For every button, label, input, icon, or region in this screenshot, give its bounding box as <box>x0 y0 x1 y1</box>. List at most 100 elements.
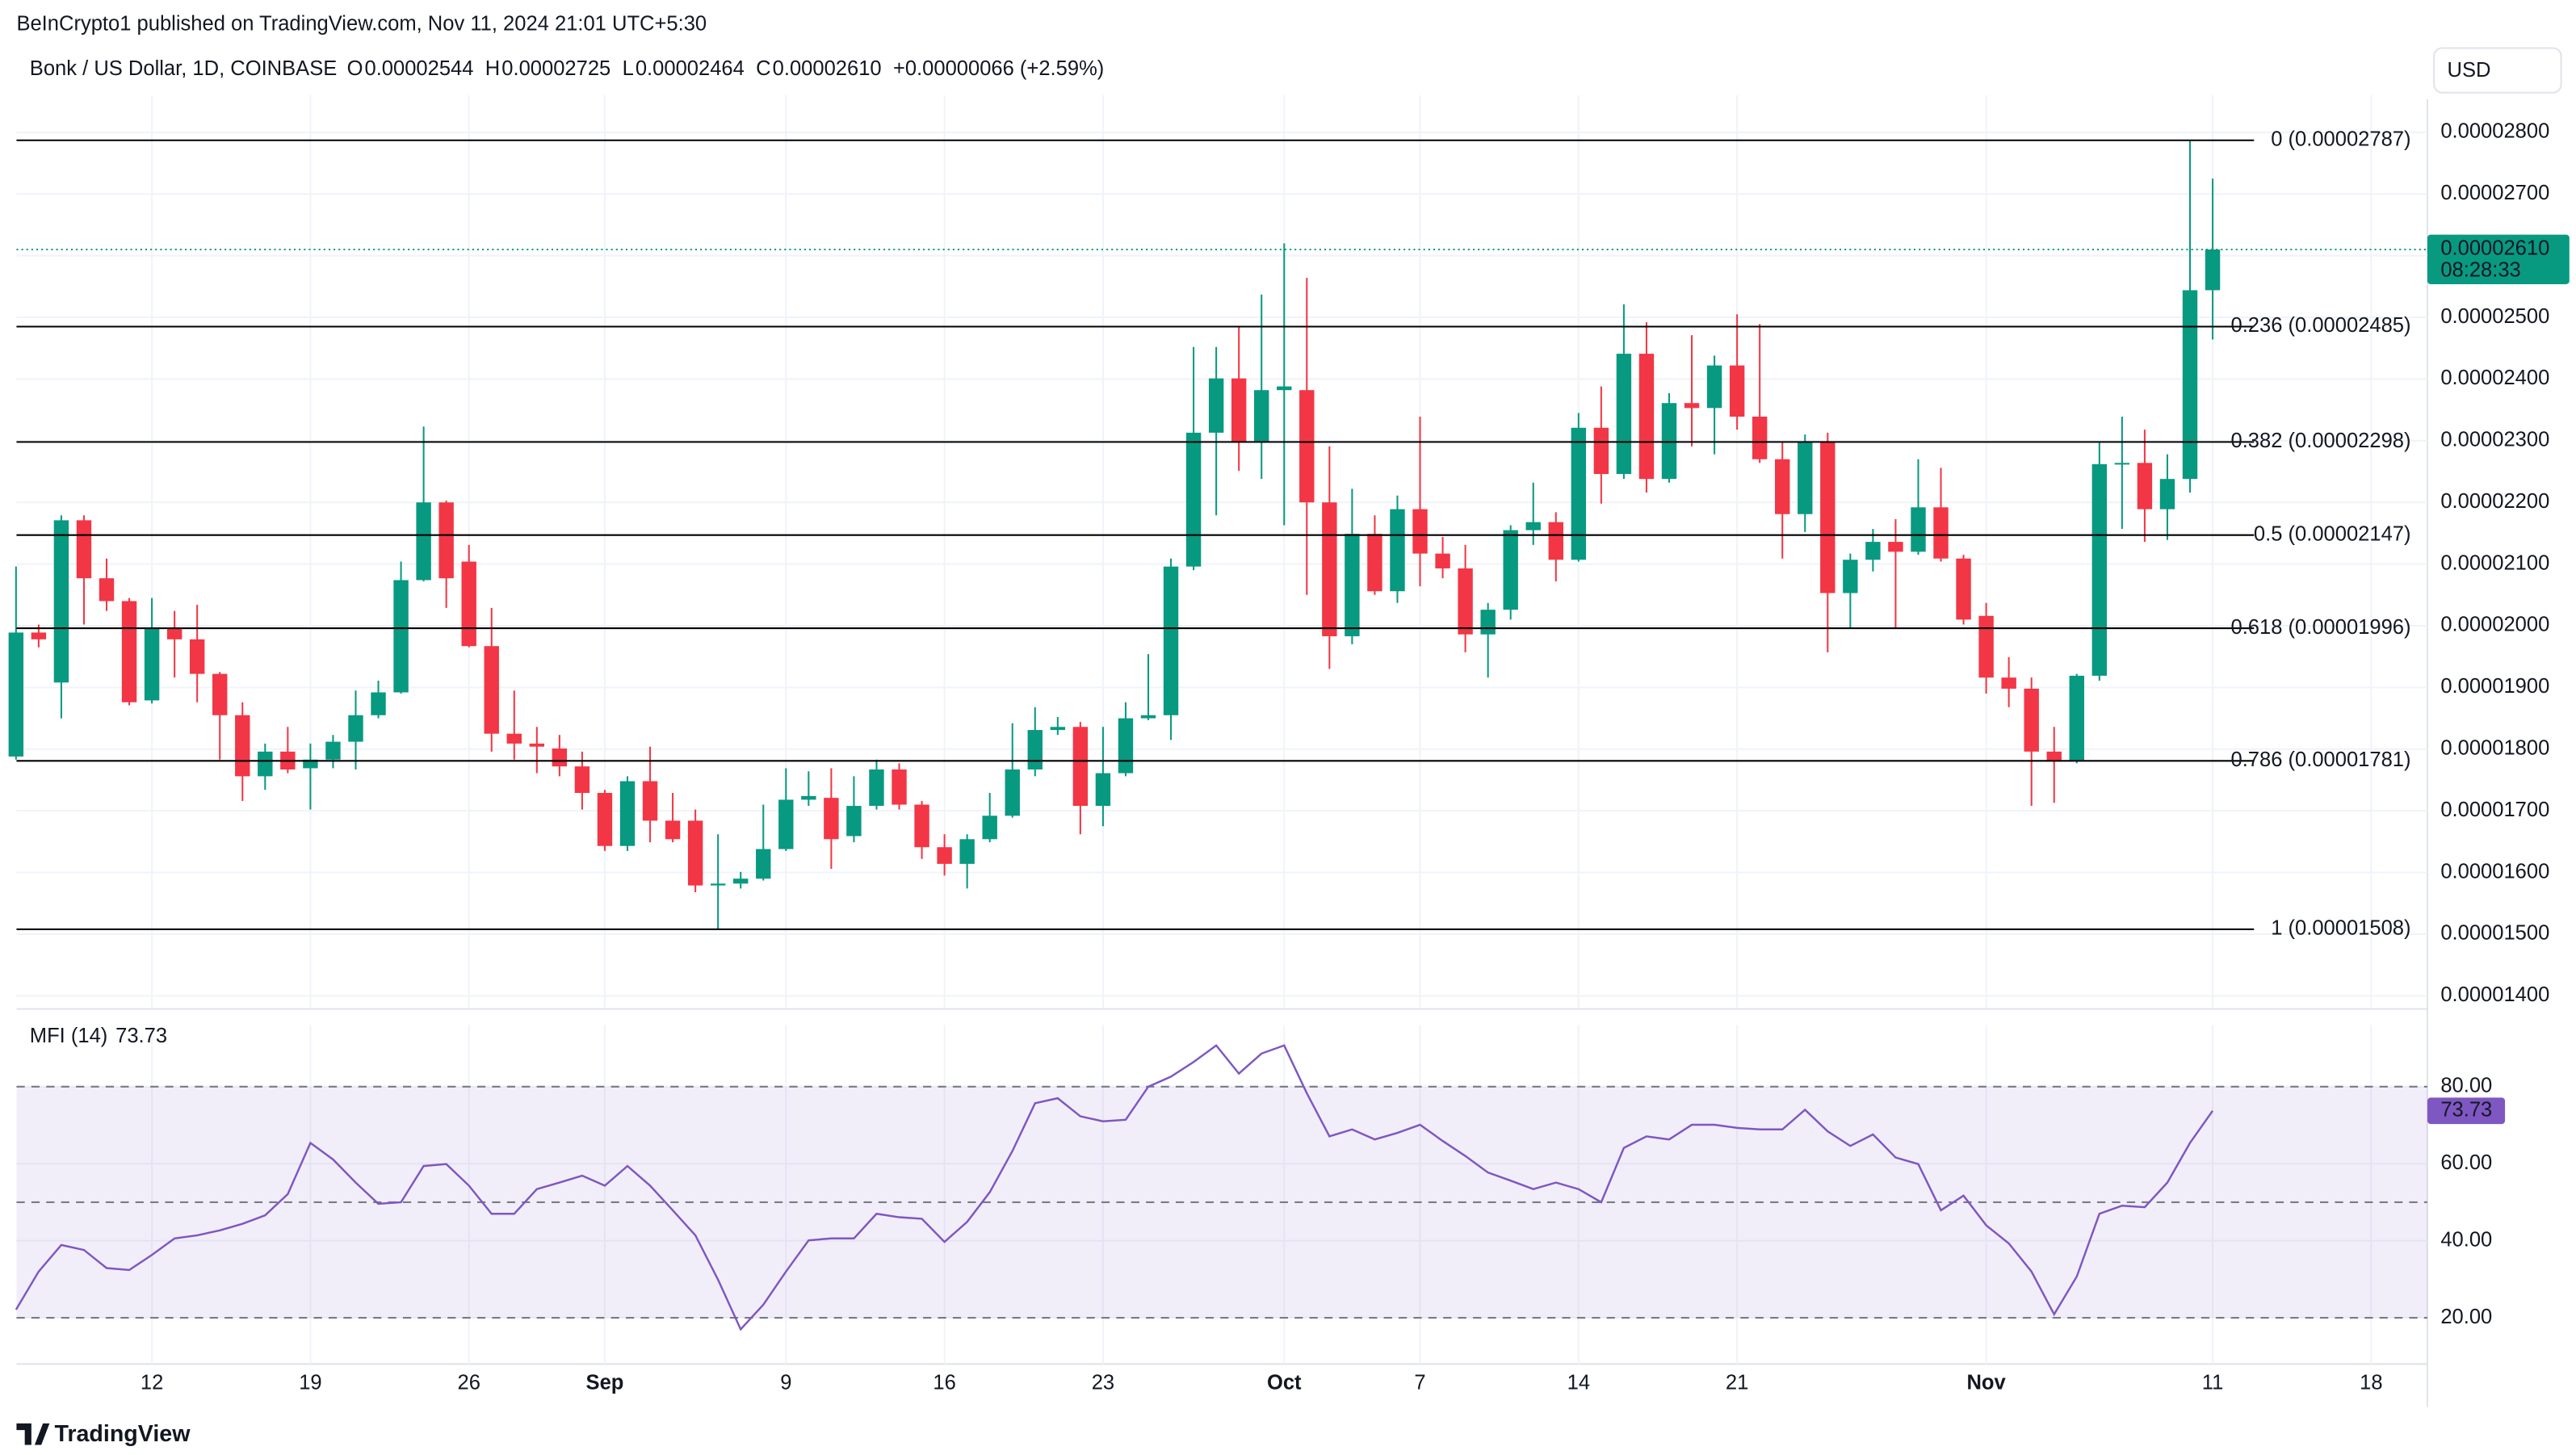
candle-body <box>303 759 318 769</box>
candle-body <box>212 673 228 715</box>
symbol: Bonk / US Dollar, 1D, COINBASE <box>30 57 338 80</box>
candle-body <box>258 751 273 777</box>
candle-body <box>1798 442 1813 514</box>
candle-body <box>914 804 929 848</box>
indicator-tag <box>2427 1097 2506 1125</box>
candle-body <box>619 781 636 846</box>
y-tick-label: 0.00001500 <box>2440 922 2549 945</box>
candle-body <box>1367 534 1382 592</box>
ohlc-key: H <box>485 57 500 80</box>
candle-body <box>1752 417 1768 459</box>
candle-body <box>1480 610 1496 635</box>
candle-body <box>801 795 816 800</box>
candle-body <box>756 849 771 879</box>
x-tick-label: Sep <box>586 1372 624 1394</box>
currency: USD <box>2448 59 2491 82</box>
last-price-label: 0.00002610 <box>2440 237 2549 260</box>
y-tick-label: 60.00 <box>2440 1151 2492 1174</box>
ohlc-value: 0.00002610 <box>773 57 882 80</box>
candle-body <box>1684 403 1700 409</box>
candle-body <box>1661 403 1677 480</box>
candle-body <box>1978 615 1994 678</box>
x-tick-label: 26 <box>457 1372 480 1394</box>
ohlc-value: 0.00002725 <box>501 57 610 80</box>
y-tick-label: 80.00 <box>2440 1075 2492 1097</box>
candle-body <box>1525 522 1541 530</box>
candle-body <box>959 839 975 864</box>
candle-body <box>189 639 205 674</box>
indicator-name: MFI (14) <box>30 1025 108 1047</box>
candle-body <box>53 520 69 683</box>
currency-button[interactable] <box>2433 47 2562 94</box>
x-tick-label: 21 <box>1726 1372 1748 1394</box>
candle-body <box>506 733 522 744</box>
candle-body <box>1095 773 1111 807</box>
tradingview-logo[interactable]: TradingView <box>16 1421 191 1447</box>
y-tick-label: 40.00 <box>2440 1228 2492 1251</box>
candle-body <box>1050 727 1066 731</box>
mfi-line <box>15 1044 2214 1331</box>
candle-body <box>1322 502 1337 636</box>
candle-body <box>2046 751 2062 762</box>
candle-body <box>1435 553 1450 568</box>
candle-body <box>1888 542 1903 552</box>
x-tick-label: 9 <box>780 1372 791 1394</box>
candle-body <box>733 878 749 884</box>
candle-body <box>1706 365 1722 409</box>
candle-body <box>687 820 703 886</box>
candle-body <box>2091 463 2108 676</box>
candle-body <box>2114 463 2130 465</box>
candle-body <box>642 781 658 821</box>
candle-body <box>1072 727 1089 807</box>
y-tick-label: 20.00 <box>2440 1306 2492 1328</box>
candle-body <box>484 646 499 734</box>
candle-body <box>665 820 681 840</box>
candle-body <box>1277 386 1292 391</box>
ohlc-key: O <box>347 57 363 80</box>
fib-label: 0 (0.00002787) <box>2271 128 2410 151</box>
candle-body <box>846 806 862 837</box>
candle-body <box>1593 427 1609 475</box>
candle-body <box>1503 530 1518 610</box>
candle-body <box>2069 675 2084 762</box>
candle-body <box>121 601 137 702</box>
ohlc-key: C <box>756 57 770 80</box>
x-tick-label: Oct <box>1267 1372 1302 1394</box>
x-tick-label: 16 <box>933 1372 955 1394</box>
x-tick-label: 12 <box>141 1372 163 1394</box>
y-tick-label: 0.00002700 <box>2440 182 2549 204</box>
candle-body <box>8 632 24 757</box>
candle-body <box>778 799 794 849</box>
candle-body <box>1775 459 1790 514</box>
candle-body <box>1729 365 1745 417</box>
y-tick-label: 0.00001800 <box>2440 737 2549 760</box>
indicator-tag-label: 73.73 <box>2440 1098 2492 1121</box>
candle-body <box>2205 249 2221 291</box>
y-tick-label: 0.00002500 <box>2440 305 2549 328</box>
ohlc-key: L <box>623 57 634 80</box>
candle-body <box>1638 354 1655 480</box>
y-tick-label: 0.00001600 <box>2440 860 2549 883</box>
candle-body <box>1571 427 1587 560</box>
x-tick-label: 23 <box>1092 1372 1114 1394</box>
candle-body <box>2159 479 2175 509</box>
countdown: 08:28:33 <box>2440 258 2520 281</box>
candle-body <box>416 502 431 581</box>
candle-body <box>1956 558 1971 620</box>
fib-label: 0.236 (0.00002485) <box>2230 314 2410 337</box>
candle-body <box>529 743 545 747</box>
y-tick-label: 0.00001900 <box>2440 675 2549 698</box>
fib-label: 0.382 (0.00002298) <box>2230 430 2410 452</box>
x-tick-label: 18 <box>2360 1372 2382 1394</box>
candle-body <box>2024 688 2039 752</box>
y-tick-label: 0.00002200 <box>2440 490 2549 513</box>
candle-body <box>1548 522 1563 560</box>
fib-label: 0.786 (0.00001781) <box>2230 748 2410 771</box>
candle-body <box>1118 718 1134 774</box>
candle-body <box>1005 769 1020 816</box>
candle-body <box>1208 378 1224 433</box>
candle-body <box>393 580 409 693</box>
x-tick-label: 14 <box>1567 1372 1590 1394</box>
candle-body <box>2001 677 2016 689</box>
